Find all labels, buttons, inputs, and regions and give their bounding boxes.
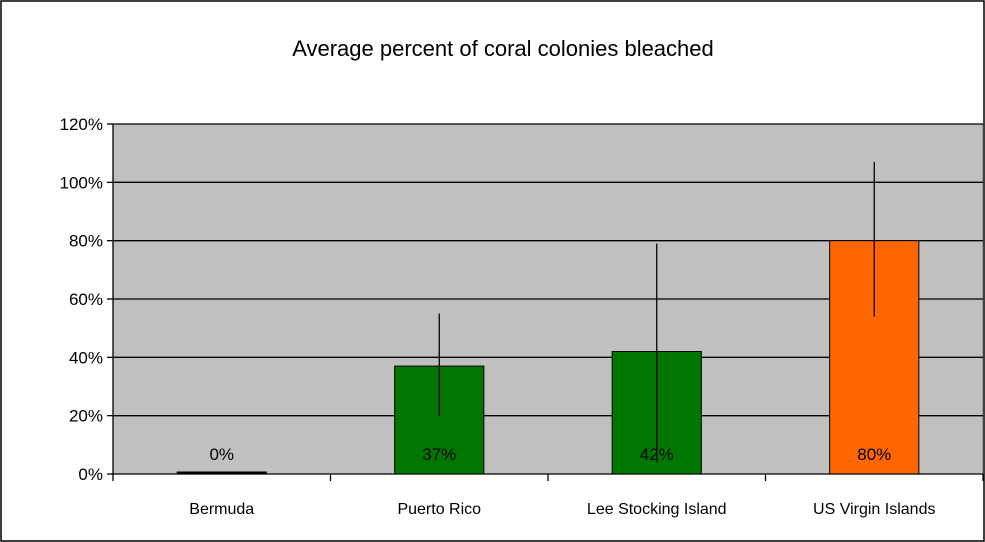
x-tick-label: US Virgin Islands [813,501,935,518]
x-tick-label: Bermuda [189,501,254,518]
y-tick-label: 0% [78,465,103,484]
chart-title: Average percent of coral colonies bleach… [292,36,714,61]
data-labels: 0% 37% 42% 80% [209,445,891,464]
data-label: 80% [857,445,891,464]
y-tick-label: 20% [69,407,103,426]
error-bars [438,161,875,463]
x-tick-label: Puerto Rico [397,501,481,518]
data-label: 37% [422,445,456,464]
y-tick-label: 100% [60,173,103,192]
y-tick-label: 120% [60,115,103,134]
y-tick-label: 60% [69,290,103,309]
data-label: 0% [209,445,234,464]
x-tick-label: Lee Stocking Island [587,501,727,518]
y-tick-label: 80% [69,232,103,251]
y-tick-label: 40% [69,348,103,367]
axes: 0% 20% 40% 60% 80% 100% 120% Bermuda Puerto Rico… [60,115,984,518]
data-label: 42% [640,445,674,464]
